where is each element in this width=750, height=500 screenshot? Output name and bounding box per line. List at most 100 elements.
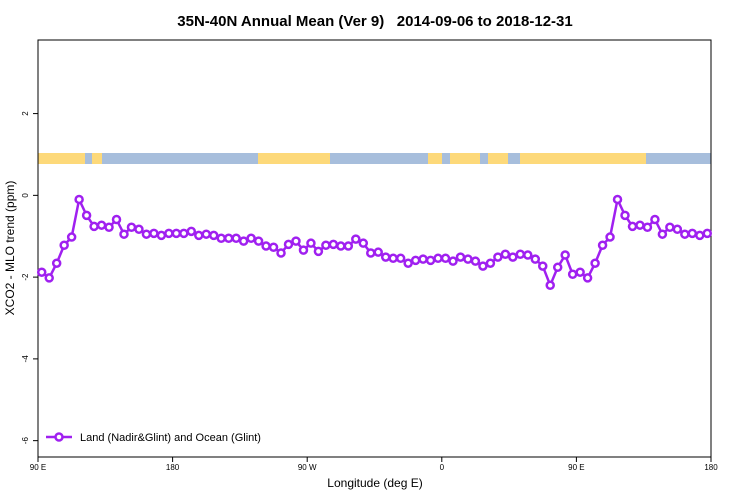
data-point <box>418 254 428 264</box>
data-point <box>605 232 615 242</box>
data-point <box>149 228 159 239</box>
y-tick-label: 2 <box>21 111 30 116</box>
data-point <box>306 238 316 248</box>
data-point <box>463 254 473 264</box>
y-tick-label: -4 <box>21 355 30 363</box>
data-point <box>283 239 294 250</box>
x-tick-label: 90 W <box>298 463 317 472</box>
plot-frame <box>37 39 712 458</box>
data-point <box>597 240 608 250</box>
y-tick-label: 0 <box>21 193 30 198</box>
data-point <box>373 247 383 257</box>
data-point <box>433 253 443 264</box>
ocean-band <box>38 153 711 164</box>
data-point <box>425 255 436 266</box>
data-point <box>523 250 533 260</box>
data-point <box>268 242 279 253</box>
y-tick-label: -6 <box>21 437 30 445</box>
data-point <box>238 236 249 246</box>
land-band <box>520 153 646 164</box>
data-point <box>366 248 376 258</box>
data-point <box>328 239 339 250</box>
data-point <box>672 224 683 235</box>
data-point <box>485 258 496 268</box>
data-point <box>96 220 107 230</box>
data-point <box>545 280 555 291</box>
data-point <box>111 214 122 225</box>
data-point <box>253 236 264 246</box>
data-point <box>321 240 331 250</box>
data-point <box>680 229 690 239</box>
legend-label: Land (Nadir&Glint) and Ocean (Glint) <box>80 432 261 444</box>
data-point <box>164 228 174 239</box>
chart-title: 35N-40N Annual Mean (Ver 9) 2014-09-06 t… <box>177 13 572 30</box>
data-point <box>702 228 713 239</box>
data-point <box>208 230 219 241</box>
data-point <box>552 262 563 273</box>
data-point <box>635 220 645 230</box>
legend-marker <box>54 432 64 442</box>
land-band <box>258 153 330 164</box>
data-point <box>298 245 309 255</box>
data-point <box>538 261 548 271</box>
data-point <box>261 241 271 251</box>
data-point <box>44 273 54 283</box>
land-ocean-strip <box>38 153 711 164</box>
land-band <box>92 153 102 164</box>
data-point <box>223 233 234 244</box>
data-point <box>642 222 653 232</box>
data-point <box>59 240 69 250</box>
data-point <box>291 236 301 246</box>
data-point <box>126 222 137 232</box>
data-point <box>530 254 541 264</box>
data-point <box>179 228 189 239</box>
land-band <box>428 153 442 164</box>
data-point <box>560 250 570 260</box>
data-point <box>575 267 585 277</box>
data-point <box>440 253 451 264</box>
data-point <box>500 249 511 259</box>
data-point <box>171 228 182 239</box>
x-axis-label: Longitude (deg E) <box>327 476 422 490</box>
data-point <box>455 252 466 262</box>
data-point <box>276 248 286 258</box>
data-point <box>410 255 421 266</box>
data-point <box>156 230 167 241</box>
data-point <box>141 229 152 239</box>
land-band <box>488 153 508 164</box>
x-tick-label: 180 <box>166 463 180 472</box>
data-point <box>612 194 623 205</box>
data-point <box>478 261 488 271</box>
data-point <box>119 229 129 239</box>
data-point <box>351 234 361 244</box>
data-point <box>650 214 660 225</box>
data-point <box>582 273 593 283</box>
data-point <box>246 233 256 244</box>
data-point <box>36 267 47 277</box>
x-tick-label: 0 <box>440 463 445 472</box>
data-point <box>216 233 226 244</box>
data-point <box>343 241 354 251</box>
data-point <box>66 232 77 242</box>
data-point <box>687 228 698 239</box>
data-point <box>313 246 324 257</box>
data-point <box>104 222 114 232</box>
data-point <box>665 222 675 232</box>
data-point <box>493 252 503 262</box>
data-point <box>515 249 526 259</box>
data-point <box>380 252 391 262</box>
data-point <box>590 258 600 268</box>
y-axis-label: XCO2 - MLO trend (ppm) <box>3 181 17 316</box>
data-point <box>657 229 668 239</box>
data-point <box>508 252 518 262</box>
data-point <box>395 253 406 264</box>
data-point <box>134 224 144 235</box>
data-point <box>186 226 197 237</box>
x-tick-label: 90 E <box>30 463 46 472</box>
land-band <box>38 153 85 164</box>
x-tick-label: 90 E <box>568 463 584 472</box>
data-point <box>336 241 346 251</box>
data-point <box>231 233 241 244</box>
